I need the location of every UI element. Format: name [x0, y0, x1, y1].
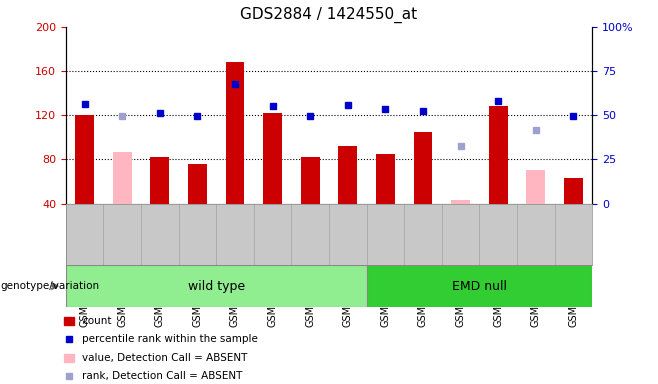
Title: GDS2884 / 1424550_at: GDS2884 / 1424550_at: [240, 7, 418, 23]
Bar: [414, 132, 432, 204]
Bar: [564, 178, 583, 204]
Text: genotype/variation: genotype/variation: [1, 281, 100, 291]
Bar: [451, 200, 470, 204]
Text: EMD null: EMD null: [452, 280, 507, 293]
Bar: [526, 170, 545, 204]
Bar: [226, 62, 244, 204]
Bar: [489, 106, 507, 204]
Bar: [151, 157, 169, 204]
Text: value, Detection Call = ABSENT: value, Detection Call = ABSENT: [82, 353, 247, 362]
Text: rank, Detection Call = ABSENT: rank, Detection Call = ABSENT: [82, 371, 243, 381]
Bar: [75, 115, 94, 204]
Bar: [188, 164, 207, 204]
Bar: [66, 265, 367, 307]
Text: percentile rank within the sample: percentile rank within the sample: [82, 334, 258, 344]
Bar: [113, 152, 132, 204]
Bar: [263, 113, 282, 204]
Text: count: count: [82, 316, 112, 326]
Bar: [338, 146, 357, 204]
Bar: [367, 265, 592, 307]
Bar: [301, 157, 320, 204]
Bar: [376, 154, 395, 204]
Text: wild type: wild type: [188, 280, 245, 293]
